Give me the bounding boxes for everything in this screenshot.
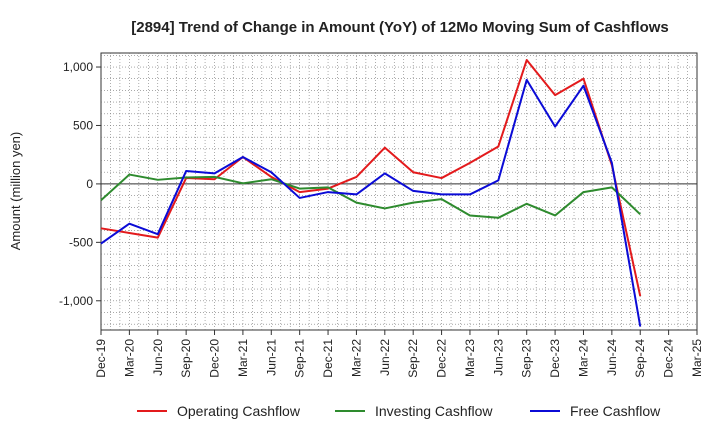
x-tick-label: Sep-24 <box>633 339 647 378</box>
plot-area <box>100 52 698 331</box>
y-tick-label: -1,000 <box>59 294 93 308</box>
y-axis-ticks: -1,000 -500 0 500 1,000 <box>59 60 101 308</box>
x-tick-label: Dec-24 <box>662 339 676 378</box>
x-tick-label: Dec-22 <box>435 339 449 378</box>
x-tick-label: Mar-22 <box>349 339 363 377</box>
x-tick-label: Dec-19 <box>94 339 108 378</box>
x-tick-label: Jun-21 <box>264 339 278 376</box>
series-line-free-cashflow <box>100 78 642 327</box>
x-tick-label: Sep-23 <box>520 339 534 378</box>
x-tick-label: Jun-22 <box>378 339 392 376</box>
x-tick-label: Mar-20 <box>122 339 136 377</box>
chart-title: [2894] Trend of Change in Amount (YoY) o… <box>131 19 669 36</box>
y-axis-label: Amount (million yen) <box>8 132 23 251</box>
x-tick-label: Mar-23 <box>463 339 477 377</box>
legend-label: Investing Cashflow <box>375 403 493 419</box>
x-tick-label: Dec-20 <box>208 339 222 378</box>
x-tick-label: Mar-24 <box>576 339 590 377</box>
x-tick-label: Sep-20 <box>179 339 193 378</box>
legend: Operating Cashflow Investing Cashflow Free… <box>137 403 661 419</box>
x-tick-label: Sep-21 <box>293 339 307 378</box>
series-line-investing-cashflow <box>100 173 641 219</box>
x-tick-label: Jun-24 <box>605 339 619 376</box>
x-tick-label: Mar-21 <box>236 339 250 377</box>
y-tick-label: 1,000 <box>63 60 93 74</box>
y-tick-label: -500 <box>69 235 93 249</box>
legend-label: Operating Cashflow <box>177 403 301 419</box>
x-tick-label: Dec-21 <box>321 339 335 378</box>
x-axis-ticks: Dec-19 Mar-20 Jun-20 Sep-20 Dec-20 Mar-21 Jun-… <box>94 330 704 378</box>
x-tick-label: Jun-20 <box>151 339 165 376</box>
x-tick-label: Dec-23 <box>548 339 562 378</box>
series-lines <box>100 59 642 327</box>
legend-label: Free Cashflow <box>570 403 661 419</box>
y-tick-label: 500 <box>73 118 93 132</box>
x-tick-label: Jun-23 <box>491 339 505 376</box>
x-tick-label: Mar-25 <box>690 339 704 377</box>
y-tick-label: 0 <box>86 177 93 191</box>
x-tick-label: Sep-22 <box>406 339 420 378</box>
